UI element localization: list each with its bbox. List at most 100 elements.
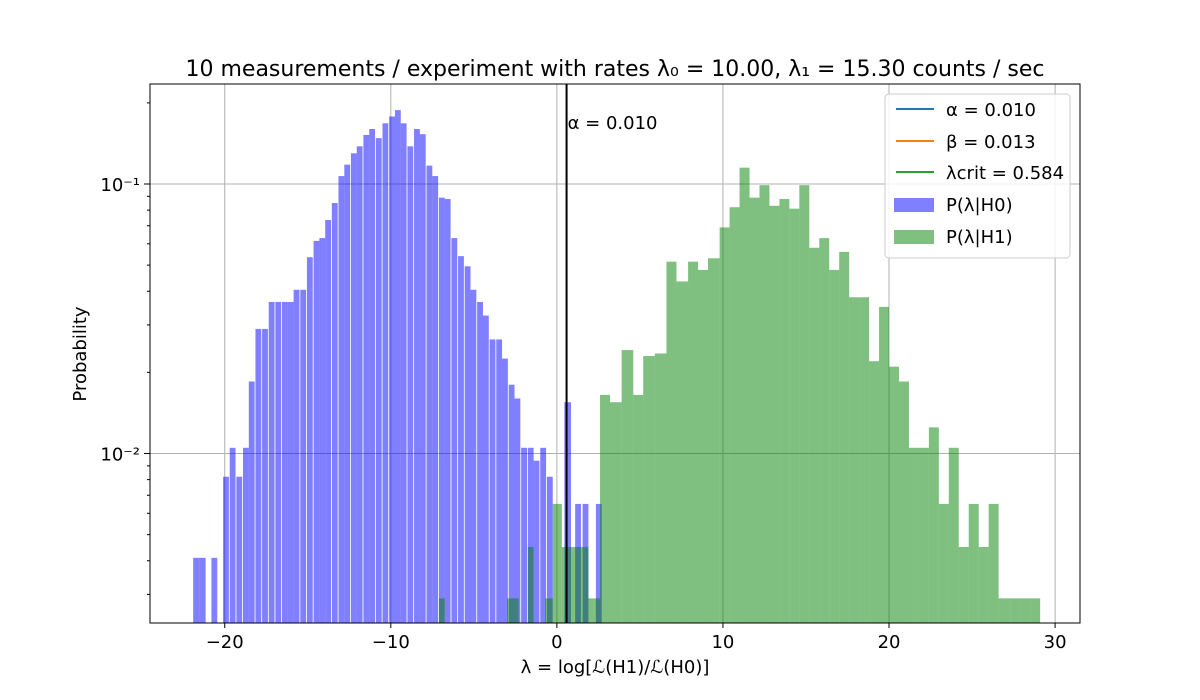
- h0-histogram-bar: [357, 146, 363, 623]
- x-tick-label: −20: [206, 632, 244, 653]
- y-tick-label: 10⁻²: [100, 445, 140, 466]
- h0-histogram-bar: [490, 339, 496, 623]
- chart-title: 10 measurements / experiment with rates …: [186, 57, 1045, 82]
- h1-histogram-bar: [829, 270, 839, 623]
- h0-histogram-bar: [432, 176, 438, 623]
- h1-histogram-bar: [553, 504, 562, 623]
- h1-histogram-bar: [577, 547, 589, 623]
- h0-histogram-bar: [439, 198, 445, 623]
- h0-histogram-bar: [445, 199, 451, 623]
- h1-histogram-bar: [779, 199, 789, 623]
- h1-histogram-bar: [799, 185, 809, 623]
- h0-histogram-bar: [236, 477, 242, 623]
- h1-histogram-bar: [869, 361, 879, 623]
- y-axis-label: Probability: [70, 306, 91, 401]
- h1-histogram-bar: [720, 227, 730, 623]
- h0-histogram-bar: [243, 448, 249, 623]
- h0-histogram-bar: [483, 316, 489, 623]
- h1-histogram-bar: [610, 402, 622, 623]
- critical-alpha-annotation: α = 0.010: [568, 113, 658, 134]
- legend-h1-label: P(λ|H1): [946, 227, 1013, 248]
- legend-beta-label: β = 0.013: [946, 132, 1036, 153]
- legend-h0-label: P(λ|H0): [946, 195, 1013, 216]
- h0-histogram-bar: [223, 477, 229, 623]
- h1-histogram-bar: [633, 395, 643, 623]
- h1-histogram-bar: [740, 168, 750, 623]
- h1-histogram-bar: [849, 297, 859, 623]
- h0-histogram-bar: [534, 461, 540, 623]
- legend-h1-patch: [894, 230, 934, 244]
- h0-histogram-bar: [262, 329, 268, 623]
- h0-histogram-bar: [344, 165, 350, 623]
- h1-histogram-bar: [759, 185, 769, 623]
- h0-histogram-bar: [249, 382, 255, 624]
- h0-histogram-bar: [307, 257, 313, 623]
- x-axis-label: λ = log[ℒ(H1)/ℒ(H0)]: [521, 657, 710, 678]
- h1-histogram-bar: [919, 448, 929, 623]
- x-tick-label: 10: [711, 632, 734, 653]
- h1-histogram-bar: [959, 547, 969, 623]
- h1-histogram-bar: [588, 598, 600, 623]
- h0-histogram-bar: [269, 302, 275, 623]
- h1-histogram-bar: [949, 448, 959, 623]
- h0-histogram-bar: [351, 153, 357, 623]
- h0-histogram-bar: [230, 448, 236, 623]
- h1-histogram-bar: [676, 281, 688, 623]
- h0-histogram-bar: [369, 129, 375, 623]
- h1-histogram-bar: [789, 209, 799, 623]
- h1-histogram-bar: [545, 598, 552, 623]
- h1-histogram-bar: [879, 307, 889, 623]
- h1-histogram-bar: [655, 354, 667, 624]
- h1-histogram-bar: [989, 504, 999, 623]
- x-tick-label: 30: [1044, 632, 1067, 653]
- h0-histogram-bar: [319, 238, 325, 623]
- h1-histogram-bar: [1030, 598, 1040, 623]
- h0-histogram-bar: [502, 359, 508, 623]
- y-tick-label: 10⁻¹: [100, 175, 140, 196]
- legend-h0-patch: [894, 198, 934, 212]
- h1-histogram-bar: [688, 262, 698, 623]
- h0-histogram-bar: [275, 302, 281, 623]
- h1-histogram-bar: [909, 448, 919, 623]
- h1-histogram-bar: [643, 356, 655, 623]
- h1-histogram-bar: [439, 598, 445, 623]
- h1-histogram-bar: [819, 238, 829, 623]
- h1-histogram-bar: [809, 248, 819, 623]
- h0-histogram-bar: [325, 220, 331, 623]
- h1-histogram-bar: [730, 207, 740, 623]
- h1-histogram-bar: [839, 252, 849, 623]
- h0-histogram-bar: [200, 558, 206, 623]
- h0-histogram-bar: [401, 123, 407, 623]
- h0-histogram-bar: [255, 329, 261, 623]
- x-tick-label: −10: [372, 632, 410, 653]
- h0-histogram-bar: [389, 117, 395, 623]
- h0-histogram-bar: [427, 166, 433, 623]
- h1-histogram-bar: [528, 547, 534, 623]
- h1-histogram-bar: [708, 258, 720, 623]
- h0-histogram-bar: [395, 110, 401, 623]
- h1-histogram-bar: [507, 598, 519, 623]
- h0-histogram-bar: [338, 176, 344, 623]
- h0-histogram-bar: [540, 448, 546, 623]
- h0-histogram-bar: [363, 135, 369, 623]
- h0-histogram-bar: [211, 558, 217, 623]
- h1-histogram-bar: [969, 504, 979, 623]
- h1-histogram-bar: [979, 547, 989, 623]
- h1-histogram-bar: [562, 547, 577, 623]
- h0-histogram-bar: [288, 302, 294, 623]
- h1-histogram-bar: [698, 270, 708, 623]
- h1-histogram-bar: [1010, 598, 1020, 623]
- x-tick-label: 20: [878, 632, 901, 653]
- h0-histogram-bar: [471, 290, 477, 623]
- legend: α = 0.010 β = 0.013 λcrit = 0.584 P(λ|H0…: [885, 94, 1070, 258]
- h0-histogram-bar: [521, 448, 527, 623]
- h1-histogram-bar: [622, 350, 634, 623]
- h0-histogram-bar: [515, 398, 521, 623]
- h1-histogram-bar: [1020, 598, 1030, 623]
- h1-histogram-bar: [939, 504, 949, 623]
- h0-histogram-bar: [458, 256, 464, 623]
- h0-histogram-bar: [509, 385, 515, 623]
- h1-histogram-bar: [859, 297, 869, 623]
- h1-histogram-bar: [600, 395, 610, 623]
